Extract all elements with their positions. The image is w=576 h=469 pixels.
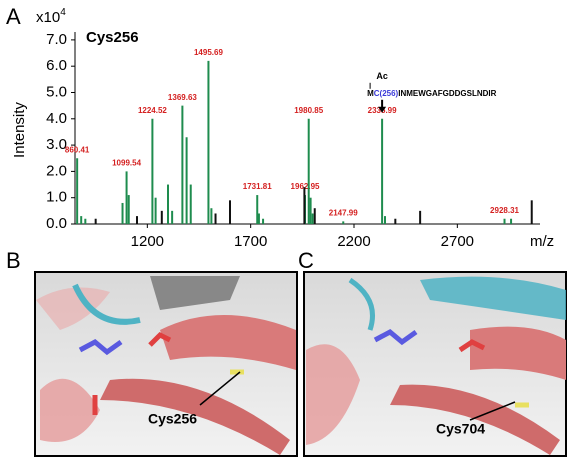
peptide-sequence: MC(256)INMEWGAFGDDGSLNDIR [367, 89, 497, 98]
y-tick-label: 7.0 [46, 31, 67, 48]
x-tick-label: 1200 [131, 233, 164, 250]
peak-label: 1495.69 [194, 48, 223, 57]
y-multiplier-exp: 4 [60, 7, 66, 18]
sequence-part: INMEWGAFGDDGSLNDIR [398, 89, 496, 98]
peak-label: 2928.31 [490, 206, 519, 215]
panel-label: B [6, 248, 21, 273]
x-tick-label: 2200 [337, 233, 370, 250]
y-tick-label: 3.0 [46, 136, 67, 153]
sequence-part: M [367, 89, 374, 98]
y-multiplier-base: x10 [36, 9, 60, 26]
structure-panel: Cys704 [303, 271, 567, 457]
peak-label: 1962.95 [291, 182, 320, 191]
y-tick-label: 2.0 [46, 162, 67, 179]
sequence-part: C(256) [374, 89, 399, 98]
chart-title: Cys256 [86, 29, 139, 46]
panel-label: C [298, 248, 314, 273]
y-tick-label: 5.0 [46, 83, 67, 100]
y-tick-label: 4.0 [46, 110, 67, 127]
x-tick-label: 1700 [234, 233, 267, 250]
peak-label: 1980.85 [294, 106, 323, 115]
panel-label: A [6, 4, 21, 29]
peak-label: 1369.63 [168, 93, 197, 102]
structure-panel: Cys256 [34, 271, 298, 457]
y-axis-label: Intensity [11, 102, 28, 158]
residue-label: Cys256 [148, 411, 197, 427]
x-tick-label: 2700 [441, 233, 474, 250]
peak-label: 1731.81 [243, 182, 272, 191]
x-axis-label: m/z [530, 233, 554, 250]
residue-label: Cys704 [436, 421, 485, 437]
y-tick-label: 6.0 [46, 57, 67, 74]
peak-label: 1099.54 [112, 159, 141, 168]
y-multiplier: x104 [36, 7, 66, 26]
peak-label: 1224.52 [138, 106, 167, 115]
y-tick-label: 0.0 [46, 215, 67, 232]
arrow-head [378, 106, 387, 113]
modification-label: Ac [376, 71, 388, 81]
peak-label: 2147.99 [329, 208, 358, 217]
peak-label: 860.41 [65, 145, 90, 154]
y-tick-label: 1.0 [46, 189, 67, 206]
